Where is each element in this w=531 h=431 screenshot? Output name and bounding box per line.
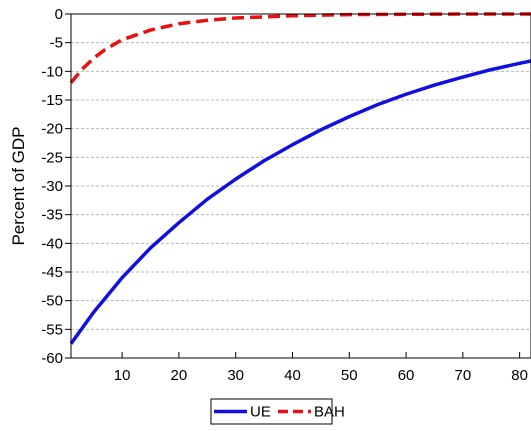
- y-tick-label: -35: [41, 207, 63, 224]
- x-tick-label: 80: [511, 367, 528, 384]
- y-tick-label: -40: [41, 235, 63, 252]
- x-tick-label: 30: [227, 367, 244, 384]
- x-tick-label: 50: [341, 367, 358, 384]
- grid-lines: [71, 13, 531, 330]
- series-line-ue: [69, 59, 531, 345]
- y-tick-label: -25: [41, 149, 63, 166]
- series-lines: [69, 12, 531, 345]
- y-tick-label: -5: [50, 35, 63, 52]
- y-tick-label: -50: [41, 293, 63, 310]
- y-tick-label: -55: [41, 321, 63, 338]
- x-axis-ticks: 10 20 30 40 50 60 70 80: [114, 352, 528, 384]
- x-tick-label: 10: [114, 367, 131, 384]
- legend: UE BAH: [210, 398, 345, 425]
- x-tick-label: 20: [171, 367, 188, 384]
- x-tick-label: 60: [398, 367, 415, 384]
- legend-items: UE BAH: [214, 404, 345, 421]
- y-tick-label: -30: [41, 178, 63, 195]
- legend-label-ue: UE: [250, 404, 271, 421]
- y-tick-label: -10: [41, 63, 63, 80]
- y-axis-title: Percent of GDP: [9, 126, 28, 245]
- legend-label-bah: BAH: [314, 404, 345, 421]
- y-tick-label: -60: [41, 350, 63, 367]
- series-line-bah: [69, 12, 531, 84]
- y-tick-label: -20: [41, 121, 63, 138]
- x-tick-label: 40: [284, 367, 301, 384]
- x-tick-label: 70: [455, 367, 472, 384]
- y-tick-label: 0: [55, 6, 63, 23]
- y-axis-ticks: 0 -5 -10 -15 -20 -25 -30 -35 -40 -45 -50 -55 -60: [41, 6, 71, 367]
- y-tick-label: -45: [41, 264, 63, 281]
- y-tick-label: -15: [41, 92, 63, 109]
